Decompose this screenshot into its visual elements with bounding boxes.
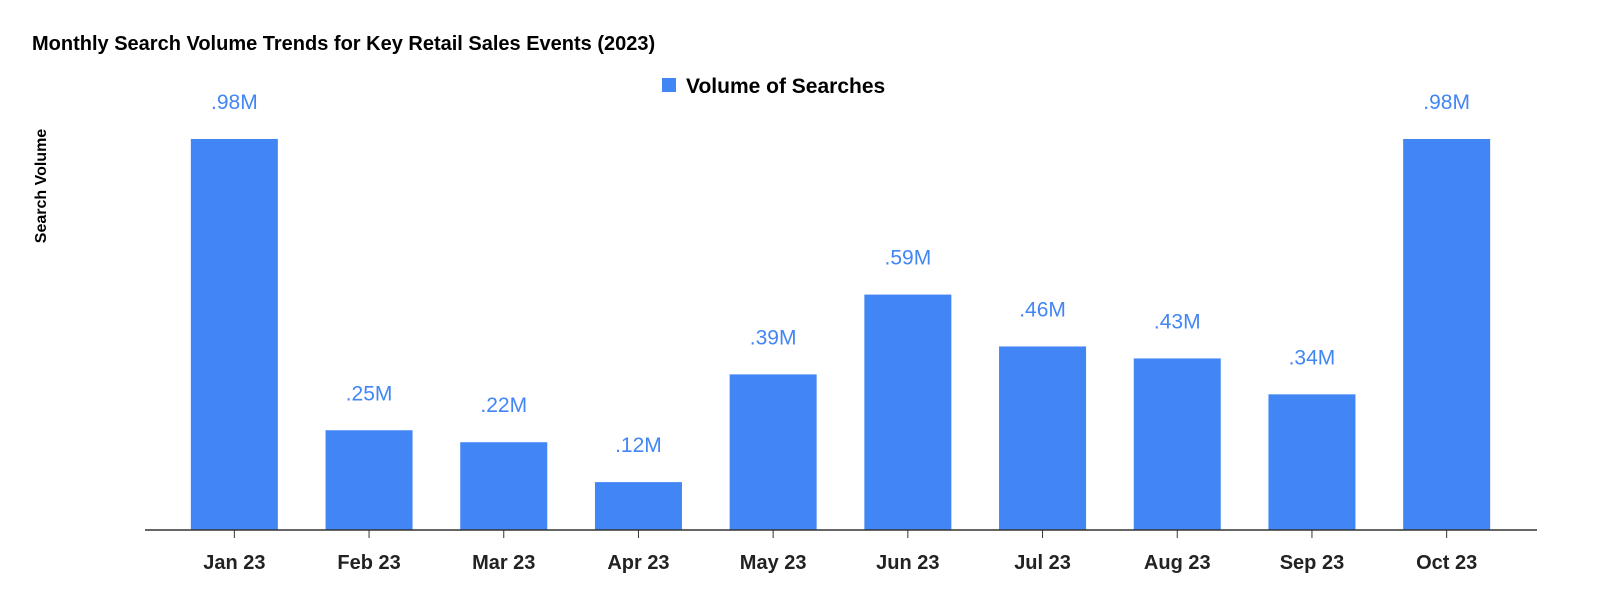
x-tick-label: Mar 23: [472, 552, 535, 574]
data-label: .12M: [615, 434, 662, 457]
data-label: .39M: [750, 326, 797, 349]
bar: [1403, 138, 1491, 531]
bar: [190, 138, 278, 531]
data-label: .43M: [1154, 310, 1201, 333]
x-tick-label: Jun 23: [876, 552, 939, 574]
bar: [729, 374, 817, 530]
data-label: .98M: [211, 91, 258, 114]
x-tick-label: Jan 23: [203, 552, 265, 574]
x-tick-label: May 23: [740, 552, 807, 574]
data-label: .34M: [1289, 346, 1336, 369]
bar: [999, 346, 1087, 530]
x-tick-label: Aug 23: [1144, 552, 1211, 574]
data-label: .25M: [346, 382, 393, 405]
x-tick-label: Sep 23: [1280, 552, 1344, 574]
data-label: .59M: [885, 247, 932, 270]
bar: [325, 430, 413, 530]
legend: Volume of Searches: [662, 75, 885, 98]
data-label: .98M: [1423, 91, 1470, 114]
x-tick-label: Apr 23: [607, 552, 669, 574]
data-label: .46M: [1019, 298, 1066, 321]
bar: [460, 442, 548, 530]
legend-swatch: [662, 78, 676, 92]
x-tick-label: Oct 23: [1416, 552, 1477, 574]
bar: [1268, 394, 1356, 530]
legend-label: Volume of Searches: [686, 75, 885, 98]
bar: [594, 482, 682, 530]
x-tick-label: Jul 23: [1014, 552, 1071, 574]
chart-title: Monthly Search Volume Trends for Key Ret…: [32, 33, 655, 55]
bar: [1133, 358, 1221, 530]
y-axis-label: Search Volume: [33, 129, 50, 244]
data-label: .22M: [480, 394, 527, 417]
bar: [864, 294, 952, 530]
x-tick-label: Feb 23: [337, 552, 400, 574]
